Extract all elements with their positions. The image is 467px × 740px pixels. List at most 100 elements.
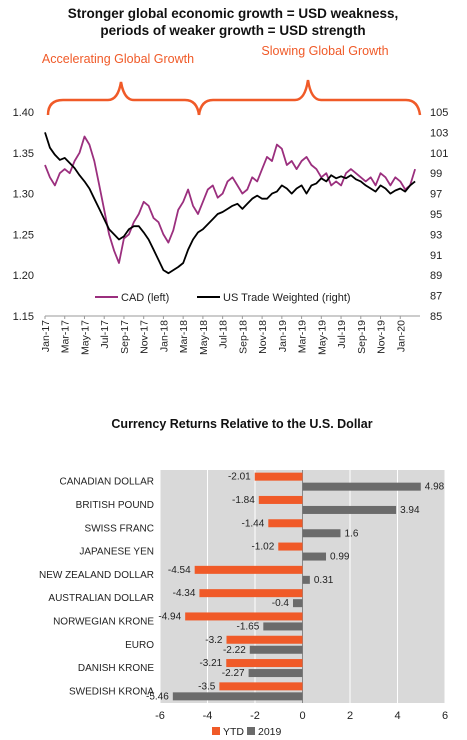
2019-data-label: -2.22 (223, 645, 246, 656)
ytd-bar (226, 659, 303, 668)
2019-bar (302, 505, 397, 514)
x-axis-tick-label: Nov-18 (257, 320, 269, 354)
x-axis-tick-label: Sep-19 (356, 320, 368, 354)
2019-bar (302, 482, 421, 491)
legend-swatch-2019 (247, 727, 255, 735)
left-axis-tick-label: 1.40 (13, 107, 34, 119)
x-axis-tick-label: Jan-17 (40, 320, 52, 352)
ytd-data-label: -1.84 (232, 495, 255, 506)
2019-bar (249, 645, 303, 654)
category-label: NORWEGIAN KRONE (53, 616, 154, 627)
ytd-bar (199, 589, 303, 598)
2019-data-label: -5.46 (146, 691, 169, 702)
x-axis-tick-label: 2 (347, 710, 353, 722)
right-axis-tick-label: 89 (430, 270, 442, 282)
left-axis-tick-label: 1.15 (13, 311, 34, 323)
x-axis-tick-label: May-17 (79, 320, 91, 355)
currency-returns-bar-chart: Currency Returns Relative to the U.S. Do… (39, 417, 448, 738)
2019-data-label: 1.6 (345, 528, 359, 539)
category-label: NEW ZEALAND DOLLAR (39, 570, 154, 581)
2019-data-label: -0.4 (272, 598, 290, 609)
legend-swatch-ytd (212, 727, 220, 735)
ytd-data-label: -4.94 (158, 611, 181, 622)
x-axis-tick-label: Jan-18 (158, 320, 170, 352)
x-axis-tick-label: Sep-18 (237, 320, 249, 354)
legend-label-us-trade-weighted: US Trade Weighted (right) (223, 292, 351, 304)
bar-chart-title: Currency Returns Relative to the U.S. Do… (111, 417, 372, 431)
category-label: BRITISH POUND (76, 500, 154, 511)
brace-slowing (197, 79, 422, 116)
2019-bar (302, 552, 327, 561)
left-axis-tick-label: 1.30 (13, 189, 34, 201)
ytd-bar (219, 682, 303, 691)
x-axis-tick-label: Jul-17 (99, 320, 111, 349)
x-axis-tick-label: -2 (250, 710, 260, 722)
ytd-bar (194, 565, 303, 574)
x-axis-tick-label: May-18 (198, 320, 210, 355)
x-axis-tick-label: Jan-19 (277, 320, 289, 352)
2019-bar (302, 529, 341, 538)
x-axis-tick-label: Mar-18 (178, 320, 190, 353)
2019-data-label: 3.94 (400, 505, 420, 516)
x-axis-tick-label: Sep-17 (119, 320, 131, 354)
2019-bar (172, 692, 303, 701)
x-axis-tick-label: 6 (442, 710, 448, 722)
brace-accelerating (46, 81, 201, 116)
ytd-data-label: -4.54 (168, 565, 191, 576)
left-axis-tick-label: 1.25 (13, 229, 34, 241)
2019-data-label: 0.99 (330, 552, 350, 563)
right-axis-tick-label: 85 (430, 311, 442, 323)
macro-line-chart: Stronger global economic growth = USD we… (13, 6, 449, 355)
x-axis-tick-label: May-19 (316, 320, 328, 355)
category-label: SWEDISH KRONA (69, 686, 154, 697)
ytd-bar (254, 472, 303, 481)
2019-bar (293, 599, 303, 608)
ytd-data-label: -3.5 (198, 681, 216, 692)
ytd-data-label: -3.2 (205, 635, 223, 646)
ytd-data-label: -2.01 (228, 472, 251, 483)
ytd-bar (185, 612, 303, 621)
category-label: CANADIAN DOLLAR (60, 477, 154, 488)
2019-bar (263, 622, 303, 631)
x-axis-tick-label: Mar-19 (297, 320, 309, 353)
2019-data-label: 0.31 (314, 575, 334, 586)
chart-title-line: periods of weaker growth = USD strength (100, 23, 365, 38)
2019-bar (302, 575, 310, 584)
chart-title-line: Stronger global economic growth = USD we… (68, 6, 398, 21)
x-axis-tick-label: Nov-19 (376, 320, 388, 354)
category-label: SWISS FRANC (85, 523, 154, 534)
category-label: DANISH KRONE (78, 663, 154, 674)
x-axis-tick-label: -6 (155, 710, 165, 722)
x-axis-tick-label: Jul-19 (336, 320, 348, 349)
x-axis-tick-label: Jan-20 (395, 320, 407, 352)
annotation-slowing: Slowing Global Growth (261, 44, 388, 58)
right-axis-tick-label: 87 (430, 291, 442, 303)
2019-data-label: -2.27 (222, 668, 245, 679)
ytd-data-label: -1.44 (242, 518, 265, 529)
left-axis-tick-label: 1.35 (13, 148, 34, 160)
legend-label-2019: 2019 (258, 726, 282, 738)
right-axis-tick-label: 95 (430, 209, 442, 221)
annotation-accelerating: Accelerating Global Growth (42, 52, 194, 66)
x-axis-tick-label: 0 (299, 710, 305, 722)
right-axis-tick-label: 97 (430, 189, 442, 201)
ytd-data-label: -1.02 (251, 542, 274, 553)
category-label: JAPANESE YEN (79, 547, 154, 558)
right-axis-tick-label: 103 (430, 127, 448, 139)
x-axis-tick-label: Mar-17 (60, 320, 72, 353)
ytd-data-label: -3.21 (199, 658, 222, 669)
x-axis-tick-label: 4 (394, 710, 400, 722)
right-axis-tick-label: 93 (430, 229, 442, 241)
2019-data-label: -1.65 (237, 621, 260, 632)
legend-label-ytd: YTD (223, 726, 244, 738)
category-label: AUSTRALIAN DOLLAR (48, 593, 154, 604)
ytd-bar (278, 542, 303, 551)
2019-data-label: 4.98 (425, 482, 445, 493)
right-axis-tick-label: 105 (430, 107, 448, 119)
x-axis-tick-label: Jul-18 (218, 320, 230, 349)
legend-label-cad: CAD (left) (121, 292, 169, 304)
ytd-data-label: -4.34 (173, 588, 196, 599)
ytd-bar (258, 495, 303, 504)
cad-series-line (44, 135, 416, 264)
